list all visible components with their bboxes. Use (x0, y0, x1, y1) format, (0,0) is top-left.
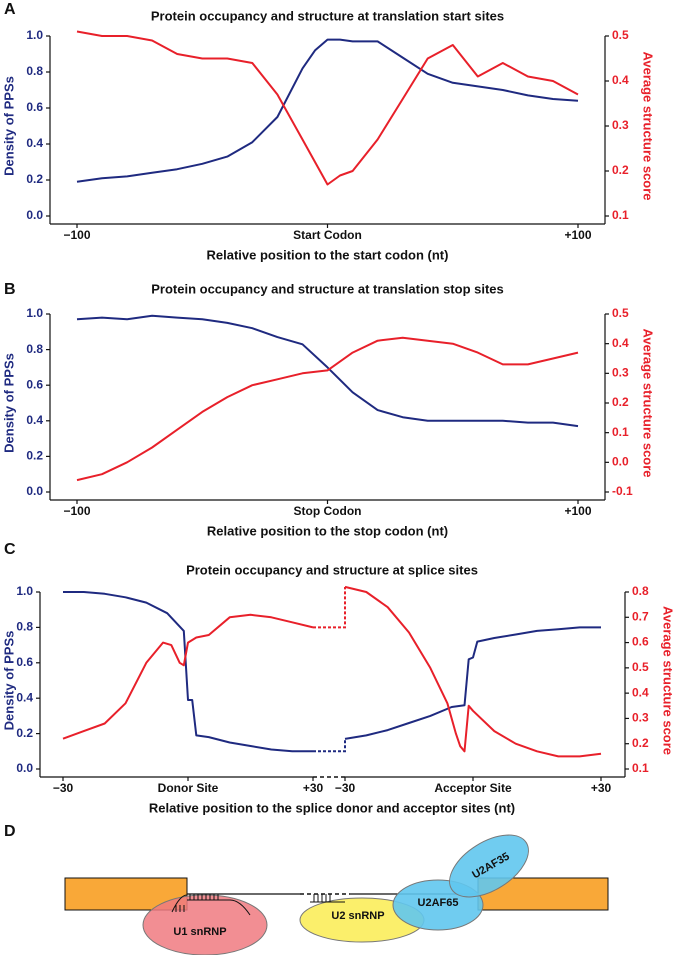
x-tick-label: +30 (303, 781, 324, 795)
y2-tick-label: 0.5 (632, 660, 649, 674)
x-tick-label: −30 (53, 781, 74, 795)
data-line (63, 591, 313, 753)
data-line (76, 30, 579, 186)
gap-connector (313, 586, 346, 629)
gap-connector (313, 738, 346, 753)
chart-title: Protein occupancy and structure at splic… (186, 562, 478, 577)
x-axis-label: Relative position to the start codon (nt… (207, 247, 449, 262)
y-tick-label: 0.2 (26, 449, 43, 463)
y-tick-label: 1.0 (26, 306, 43, 320)
y2-tick-label: 0.4 (612, 336, 629, 350)
y-tick-label: 0.4 (26, 413, 43, 427)
y2-tick-label: 0.3 (612, 366, 629, 380)
snrna (171, 894, 345, 916)
base-pairs (175, 894, 331, 912)
y-tick-label: 0.0 (26, 484, 43, 498)
data-line (76, 38, 579, 183)
y2-tick-label: 0.5 (612, 28, 629, 42)
panel-label: A (4, 1, 16, 18)
y2-axis-label: Average structure score (661, 606, 673, 755)
u2af35 (449, 834, 529, 898)
y-tick-label: 0.0 (26, 208, 43, 222)
y-tick-label: 0.2 (26, 172, 43, 186)
y2-tick-label: 0.2 (612, 395, 629, 409)
x-axis-label: Relative position to the stop codon (nt) (207, 523, 448, 538)
y2-tick-label: 0.3 (632, 711, 649, 725)
y2-tick-label: -0.1 (612, 484, 633, 498)
data-line (344, 626, 601, 740)
data-line (76, 314, 579, 428)
y2-axis-label: Average structure score (641, 328, 656, 477)
panel-label: C (4, 541, 16, 558)
y-axis-label: Density of PPSs (1, 76, 16, 176)
y-tick-label: 1.0 (16, 584, 33, 598)
y-tick-label: 0.6 (16, 655, 33, 669)
x-tick-label: −100 (63, 504, 90, 518)
y-tick-label: 0.4 (26, 136, 43, 150)
data-line (62, 613, 314, 740)
u1-label: U1 snRNP (173, 926, 226, 938)
x-tick-label: +30 (591, 781, 612, 795)
y2-tick-label: 0.6 (632, 635, 649, 649)
y2-tick-label: 0.3 (612, 118, 629, 132)
x-tick-label: +100 (564, 504, 591, 518)
y2-tick-label: 0.4 (612, 73, 629, 87)
u2-label: U2 snRNP (331, 910, 384, 922)
splicing-diagram: D U1 snRNP U2 snRNP U2AF65 U2AF35 (4, 823, 609, 955)
y-tick-label: 0.6 (26, 100, 43, 114)
y-tick-label: 0.8 (16, 620, 33, 634)
y-tick-label: 0.8 (26, 64, 43, 78)
x-tick-label: Donor Site (158, 781, 219, 795)
chart-title: Protein occupancy and structure at trans… (151, 281, 504, 296)
data-line (76, 336, 579, 482)
y-tick-label: 0.8 (26, 342, 43, 356)
x-tick-label: Acceptor Site (434, 781, 512, 795)
y-axis-label: Density of PPSs (1, 353, 16, 453)
x-tick-label: −30 (335, 781, 356, 795)
y2-tick-label: 0.7 (632, 609, 649, 623)
x-tick-label: +100 (564, 228, 591, 242)
data-line (344, 585, 602, 758)
y-tick-label: 0.0 (16, 761, 33, 775)
y2-tick-label: 0.5 (612, 306, 629, 320)
u2af65-label: U2AF65 (418, 897, 459, 909)
panel-label: B (4, 281, 16, 298)
y2-tick-label: 0.1 (612, 425, 629, 439)
y2-tick-label: 0.4 (632, 685, 649, 699)
y2-tick-label: 0.2 (632, 736, 649, 750)
y2-tick-label: 0.1 (612, 208, 629, 222)
y-tick-label: 0.2 (16, 726, 33, 740)
u1-snrnp (142, 894, 268, 955)
y-tick-label: 0.4 (16, 690, 33, 704)
chart-title: Protein occupancy and structure at trans… (151, 8, 504, 23)
y2-axis-label: Average structure score (641, 51, 656, 200)
panel-label: D (4, 823, 16, 840)
x-tick-label: −100 (63, 228, 90, 242)
y-tick-label: 1.0 (26, 28, 43, 42)
y-tick-label: 0.6 (26, 377, 43, 391)
y2-tick-label: 0.8 (632, 584, 649, 598)
x-tick-label: Start Codon (293, 228, 362, 242)
y2-tick-label: 0.0 (612, 455, 629, 469)
y-axis-label: Density of PPSs (1, 631, 16, 731)
x-tick-label: Stop Codon (294, 504, 362, 518)
y2-tick-label: 0.1 (632, 761, 649, 775)
y2-tick-label: 0.2 (612, 163, 629, 177)
x-axis-label: Relative position to the splice donor an… (149, 800, 515, 815)
